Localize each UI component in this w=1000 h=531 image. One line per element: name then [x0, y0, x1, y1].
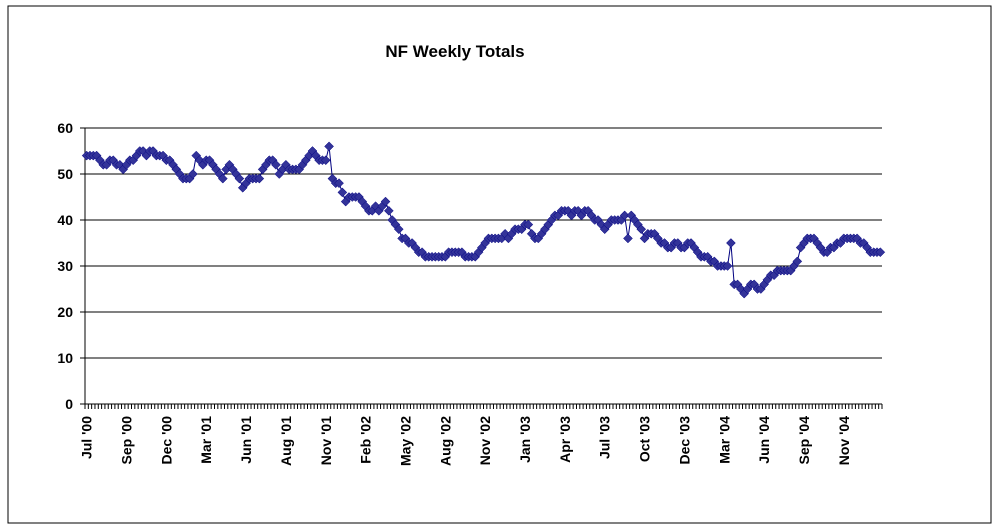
x-tick-label: Aug '02	[437, 416, 453, 466]
data-point	[623, 233, 633, 244]
data-point	[722, 261, 733, 271]
data-point	[393, 224, 404, 235]
data-point	[619, 210, 630, 221]
data-point	[234, 173, 245, 184]
y-tick-label: 30	[57, 258, 73, 274]
data-point	[188, 169, 198, 179]
data-point	[384, 205, 394, 216]
data-point	[636, 224, 647, 235]
data-point	[217, 173, 228, 184]
y-tick-label: 40	[57, 212, 73, 228]
x-tick-label: Jul '00	[79, 416, 95, 459]
y-tick-label: 0	[65, 396, 73, 412]
x-tick-label: Jun '04	[756, 416, 772, 464]
data-point	[337, 187, 348, 198]
data-point	[254, 173, 265, 184]
x-tick-label: May '02	[397, 416, 413, 466]
chart-title: NF Weekly Totals	[385, 42, 524, 61]
data-point	[523, 219, 534, 230]
x-tick-label: Oct '03	[637, 416, 653, 462]
data-point	[792, 256, 803, 267]
data-point	[380, 196, 391, 207]
x-tick-label: Dec '03	[676, 416, 692, 465]
x-tick-label: Jan '03	[517, 416, 533, 463]
data-point	[324, 141, 334, 152]
x-tick-label: Jul '03	[597, 416, 613, 459]
x-tick-label: Apr '03	[557, 416, 573, 463]
data-point	[334, 178, 344, 189]
x-tick-label: Mar '01	[198, 416, 214, 464]
y-tick-label: 50	[57, 166, 73, 182]
x-tick-label: Nov '04	[836, 416, 852, 465]
x-tick-label: Sep '04	[796, 416, 812, 465]
data-point	[320, 155, 331, 166]
y-tick-label: 10	[57, 350, 73, 366]
chart-frame	[7, 5, 992, 524]
x-tick-label: Dec '00	[158, 416, 174, 465]
y-tick-label: 20	[57, 304, 73, 320]
x-tick-label: Nov '01	[318, 416, 334, 465]
x-tick-label: Feb '02	[358, 416, 374, 464]
y-tick-label: 60	[57, 120, 73, 136]
x-tick-label: Jun '01	[238, 416, 254, 464]
data-point	[726, 238, 736, 248]
x-tick-label: Mar '04	[716, 416, 732, 464]
data-point	[271, 159, 281, 170]
x-tick-label: Nov '02	[477, 416, 493, 465]
data-point	[875, 247, 886, 258]
x-tick-label: Sep '00	[119, 416, 135, 465]
x-tick-label: Aug '01	[278, 416, 294, 466]
